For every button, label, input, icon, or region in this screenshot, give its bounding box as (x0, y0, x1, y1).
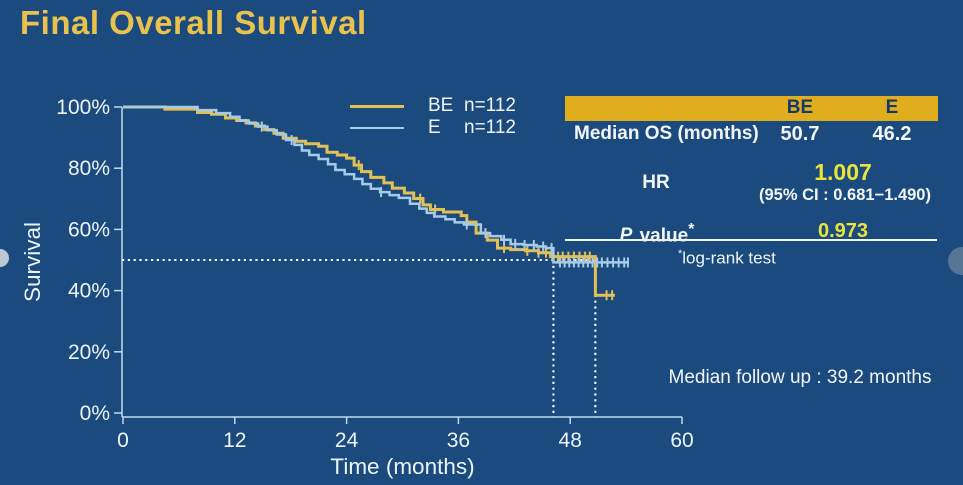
stats-col-e: E (885, 97, 899, 118)
median-os-e-value: 46.2 (872, 123, 912, 145)
e-line-swatch (350, 126, 404, 130)
p-value-label: P value* (602, 221, 712, 247)
hr-value: 1.007 (814, 159, 872, 185)
be-line-swatch (350, 104, 404, 108)
log-rank-footnote: *log-rank test (678, 248, 776, 269)
legend-item-e: E n=112 (350, 117, 516, 139)
legend-be-name: BE (428, 95, 454, 116)
p-italic: P (619, 225, 633, 247)
footnote-text: log-rank test (682, 248, 776, 268)
stats-col-be: BE (786, 97, 814, 118)
chart-legend: BE n=112 E n=112 (350, 95, 516, 139)
legend-e-name: E (428, 117, 441, 138)
x-axis-title: Time (months) (330, 454, 474, 479)
median-os-be-value: 50.7 (780, 123, 820, 145)
median-os-label: Median OS (months) (574, 123, 759, 144)
legend-e-n: n=112 (464, 117, 516, 138)
p-label-asterisk: * (688, 221, 695, 238)
y-tick-label: 60% (68, 218, 110, 241)
x-tick-label: 0 (117, 429, 129, 452)
legend-be-n: n=112 (464, 95, 516, 116)
footnote-asterisk: * (678, 248, 683, 260)
x-tick-label: 36 (447, 429, 470, 452)
y-axis-title: Survival (20, 222, 45, 302)
y-tick-label: 0% (80, 402, 110, 425)
p-value: 0.973 (817, 220, 869, 242)
y-tick-label: 100% (56, 96, 110, 119)
y-tick-label: 40% (68, 280, 110, 303)
hr-label: HR (642, 172, 670, 193)
hr-confidence-interval: (95% CI : 0.681−1.490) (759, 186, 931, 204)
stats-header-bar: BE E (565, 96, 938, 121)
stats-divider-line (565, 239, 937, 241)
y-tick-label: 20% (68, 341, 110, 364)
x-tick-label: 48 (559, 429, 582, 452)
x-tick-label: 24 (335, 429, 359, 452)
y-tick-label: 80% (68, 157, 110, 180)
p-label-rest: value (634, 225, 689, 247)
x-tick-label: 12 (223, 429, 246, 452)
median-followup-text: Median follow up : 39.2 months (668, 367, 932, 388)
legend-item-be: BE n=112 (350, 95, 516, 117)
left-edge-nav-button[interactable] (0, 249, 9, 267)
x-tick-label: 60 (670, 429, 693, 452)
slide-title: Final Overall Survival (20, 4, 367, 41)
right-edge-nav-button[interactable] (948, 247, 963, 275)
